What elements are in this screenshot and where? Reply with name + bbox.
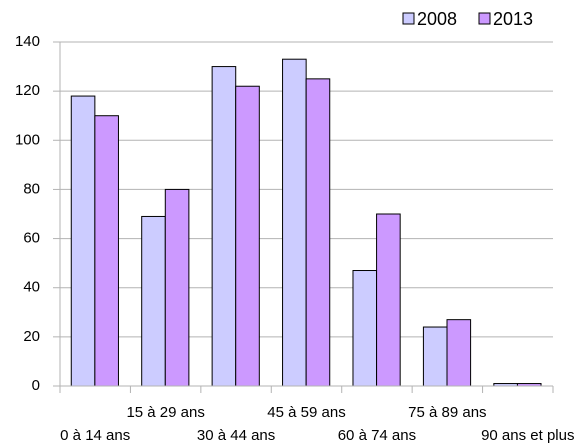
x-tick-label: 15 à 29 ans — [126, 404, 204, 421]
x-tick-label: 0 à 14 ans — [60, 427, 130, 443]
bar — [141, 215, 166, 387]
bar — [282, 58, 307, 387]
x-tick-label: 60 à 74 ans — [338, 427, 416, 443]
bar — [235, 85, 260, 387]
bar — [94, 115, 119, 387]
y-tick-label: 120 — [15, 82, 40, 99]
legend-swatch — [402, 12, 415, 25]
y-tick-label: 80 — [23, 180, 40, 197]
bar — [164, 188, 190, 387]
bar — [376, 213, 401, 387]
x-tick-label: 90 ans et plus — [481, 427, 574, 443]
y-tick-label: 60 — [23, 230, 40, 247]
y-tick-label: 20 — [23, 328, 40, 345]
y-tick-label: 40 — [23, 279, 40, 296]
x-tick-label: 45 à 59 ans — [267, 404, 345, 421]
bar — [352, 270, 378, 387]
legend-swatch — [478, 12, 491, 25]
legend-label: 2013 — [493, 9, 533, 29]
bar — [446, 319, 472, 387]
x-tick-label: 75 à 89 ans — [408, 404, 486, 421]
bar — [70, 95, 96, 387]
x-tick-label: 30 à 44 ans — [197, 427, 275, 443]
bar — [211, 66, 237, 387]
y-tick-label: 0 — [32, 377, 40, 394]
legend-label: 2008 — [417, 9, 457, 29]
y-tick-label: 100 — [15, 131, 40, 148]
bar — [305, 78, 331, 387]
bar — [422, 326, 448, 387]
y-tick-label: 140 — [15, 33, 40, 50]
